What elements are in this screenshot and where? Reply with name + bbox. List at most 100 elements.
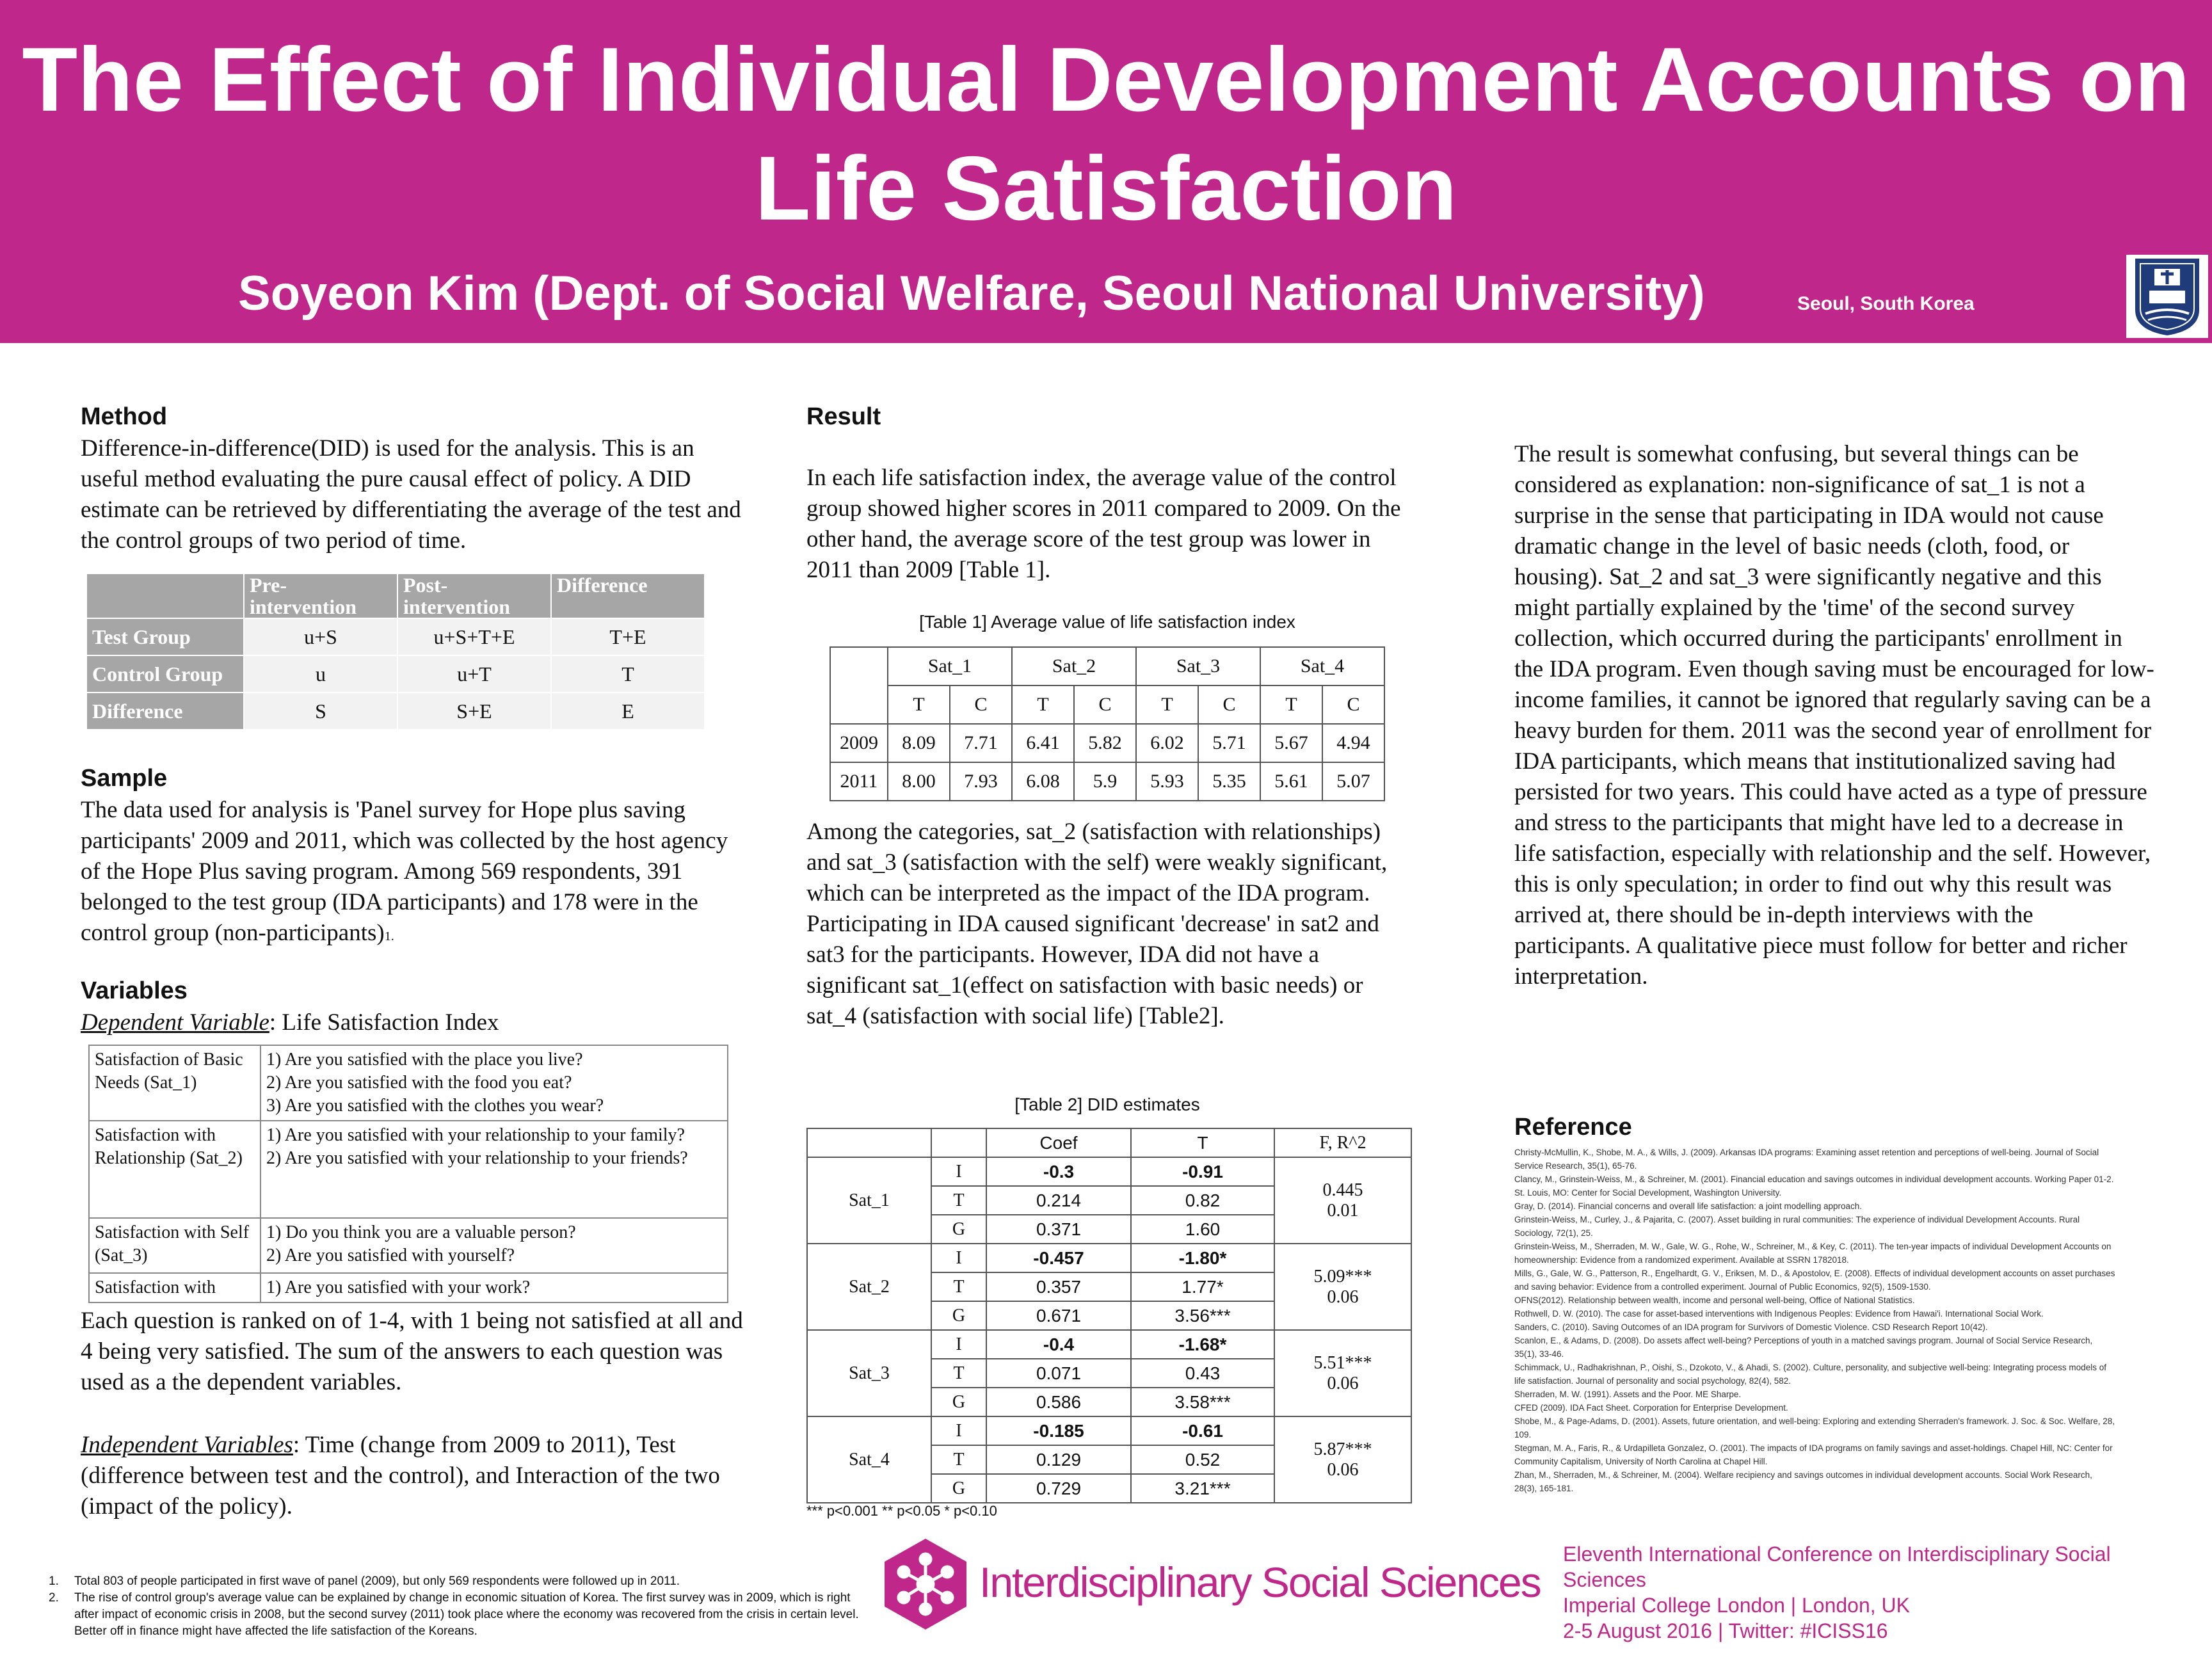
reference-list: Christy-McMullin, K., Shobe, M. A., & Wi… xyxy=(1514,1146,2116,1495)
table2-group: Sat_3 xyxy=(807,1330,931,1416)
table-row: Sat_1 I -0.3 -0.91 0.445 0.01 xyxy=(807,1157,1411,1186)
table2-header: F, R^2 xyxy=(1274,1128,1411,1157)
reference-item: Clancy, M., Grinstein-Weiss, M., & Schre… xyxy=(1514,1173,2116,1199)
table-row: 2011 8.00 7.93 6.08 5.9 5.93 5.35 5.61 5… xyxy=(830,762,1384,801)
footnote-marker: 1. xyxy=(385,929,394,943)
author-line: Soyeon Kim (Dept. of Social Welfare, Seo… xyxy=(238,266,1705,321)
table1-sub: C xyxy=(950,685,1012,724)
table1-sub: T xyxy=(888,685,950,724)
column-left: Method Difference-in-difference(DID) is … xyxy=(81,403,746,1173)
table1-cell: 6.08 xyxy=(1012,762,1074,801)
table1-cell: 5.67 xyxy=(1260,724,1322,762)
reference-item: Christy-McMullin, K., Shobe, M. A., & Wi… xyxy=(1514,1146,2116,1173)
table2-term: I xyxy=(931,1416,986,1445)
table1-sub: T xyxy=(1260,685,1322,724)
reference-item: Stegman, M. A., Faris, R., & Urdapilleta… xyxy=(1514,1441,2116,1468)
reference-item: Sanders, C. (2010). Saving Outcomes of a… xyxy=(1514,1320,2116,1334)
brand-name: Interdisciplinary Social Sciences xyxy=(979,1558,1541,1607)
table-row: Sat_1 Sat_2 Sat_3 Sat_4 xyxy=(830,647,1384,685)
table2-coef: -0.3 xyxy=(986,1157,1131,1186)
reference-item: Shobe, M., & Page-Adams, D. (2001). Asse… xyxy=(1514,1415,2116,1441)
variable-questions: 1) Are you satisfied with your work? xyxy=(260,1273,728,1302)
table2-coef: 0.371 xyxy=(986,1215,1131,1244)
did-cell: u+S xyxy=(244,618,397,655)
column-middle: Result In each life satisfaction index, … xyxy=(806,403,1408,586)
table2-t: 1.60 xyxy=(1131,1215,1274,1244)
conference-name: Eleventh International Conference on Int… xyxy=(1563,1541,2177,1592)
table2-term: T xyxy=(931,1186,986,1215)
reference-item: Grinstein-Weiss, M., Curley, J., & Pajar… xyxy=(1514,1213,2116,1240)
table2-t: 3.56*** xyxy=(1131,1301,1274,1330)
table2-term: G xyxy=(931,1301,986,1330)
table2: Coef T F, R^2 Sat_1 I -0.3 -0.91 0.445 0.… xyxy=(806,1128,1412,1503)
conference-info: Eleventh International Conference on Int… xyxy=(1563,1541,2177,1644)
reference-item: Mills, G., Gale, W. G., Patterson, R., E… xyxy=(1514,1267,2116,1294)
independent-variables-label: Independent Variables xyxy=(81,1432,293,1458)
did-header-cell: Difference xyxy=(551,573,705,618)
table2-coef: 0.071 xyxy=(986,1359,1131,1388)
did-cell: S+E xyxy=(397,693,551,730)
result-text-1: In each life satisfaction index, the ave… xyxy=(806,463,1408,586)
table2-t: -0.91 xyxy=(1131,1157,1274,1186)
table1-cell: 5.35 xyxy=(1198,762,1260,801)
table1-sub: C xyxy=(1322,685,1384,724)
table2-term: G xyxy=(931,1215,986,1244)
discussion-text: The result is somewhat confusing, but se… xyxy=(1514,439,2154,992)
result-text-2: Among the categories, sat_2 (satisfactio… xyxy=(806,817,1408,1032)
table-row: Satisfaction with Self (Sat_3) 1) Do you… xyxy=(89,1218,728,1273)
reference-item: Sherraden, M. W. (1991). Assets and the … xyxy=(1514,1388,2116,1401)
table2-fit: 5.09*** 0.06 xyxy=(1274,1244,1411,1330)
conference-venue: Imperial College London | London, UK xyxy=(1563,1592,2177,1618)
reference-item: Rothwell, D. W. (2010). The case for ass… xyxy=(1514,1307,2116,1320)
table2-caption: [Table 2] DID estimates xyxy=(806,1094,1408,1115)
table2-term: G xyxy=(931,1388,986,1416)
dependent-variable-label: Dependent Variable xyxy=(81,1009,269,1036)
poster-title: The Effect of Individual Development Acc… xyxy=(0,26,2212,243)
table1-cell: 7.93 xyxy=(950,762,1012,801)
table2-coef: 0.129 xyxy=(986,1445,1131,1474)
table1-cell: 7.71 xyxy=(950,724,1012,762)
did-cell: u+T xyxy=(397,655,551,693)
conference-dates: 2-5 August 2016 | Twitter: #ICISS16 xyxy=(1563,1618,2177,1644)
table2-group: Sat_4 xyxy=(807,1416,931,1503)
table-row: Difference S S+E E xyxy=(86,693,705,730)
table1-sub: T xyxy=(1136,685,1198,724)
footnotes: 1. Total 803 of people participated in fi… xyxy=(49,1573,862,1640)
table2-coef: 0.671 xyxy=(986,1301,1131,1330)
sample-heading: Sample xyxy=(81,765,746,792)
did-header-cell: Pre-intervention xyxy=(244,573,397,618)
table1-corner xyxy=(830,647,888,724)
scale-text: Each question is ranked on of 1-4, with … xyxy=(81,1306,746,1398)
variable-questions: 1) Are you satisfied with the place you … xyxy=(260,1045,728,1121)
table2-t: -1.80* xyxy=(1131,1244,1274,1272)
table-row: Sat_3 I -0.4 -1.68* 5.51*** 0.06 xyxy=(807,1330,1411,1359)
reference-item: Gray, D. (2014). Financial concerns and … xyxy=(1514,1199,2116,1213)
table1-cell: 5.71 xyxy=(1198,724,1260,762)
reference-item: CFED (2009). IDA Fact Sheet. Corporation… xyxy=(1514,1401,2116,1415)
table2-t: 3.21*** xyxy=(1131,1474,1274,1503)
table2-term: I xyxy=(931,1330,986,1359)
variable-name: Satisfaction with Self (Sat_3) xyxy=(89,1218,260,1273)
table2-t: 1.77* xyxy=(1131,1272,1274,1301)
table2-fit: 0.445 0.01 xyxy=(1274,1157,1411,1244)
method-heading: Method xyxy=(81,403,746,431)
table2-coef: 0.586 xyxy=(986,1388,1131,1416)
did-header-cell: Post-intervention xyxy=(397,573,551,618)
did-cell: T+E xyxy=(551,618,705,655)
table-row: Coef T F, R^2 xyxy=(807,1128,1411,1157)
table2-t: -0.61 xyxy=(1131,1416,1274,1445)
did-row-label: Difference xyxy=(86,693,244,730)
table2-term: I xyxy=(931,1244,986,1272)
did-cell: E xyxy=(551,693,705,730)
university-seal-icon xyxy=(2126,255,2208,338)
table2-coef: -0.457 xyxy=(986,1244,1131,1272)
table-row: Sat_4 I -0.185 -0.61 5.87*** 0.06 xyxy=(807,1416,1411,1445)
sample-text: The data used for analysis is 'Panel sur… xyxy=(81,795,746,952)
table2-term: I xyxy=(931,1157,986,1186)
variables-table-area: Satisfaction of Basic Needs (Sat_1) 1) A… xyxy=(81,1045,746,1173)
variable-name: Satisfaction with Relationship (Sat_2) xyxy=(89,1121,260,1218)
table1-cell: 5.61 xyxy=(1260,762,1322,801)
table2-t: 0.43 xyxy=(1131,1359,1274,1388)
dependent-variable-line: Dependent Variable: Life Satisfaction In… xyxy=(81,1007,746,1038)
table2-coef: -0.4 xyxy=(986,1330,1131,1359)
